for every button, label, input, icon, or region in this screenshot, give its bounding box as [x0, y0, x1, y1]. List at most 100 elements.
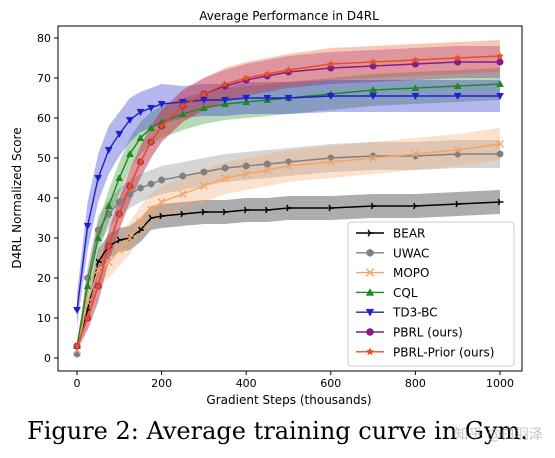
point-cql [147, 123, 155, 132]
legend-marker-cql [365, 288, 375, 296]
x-tick-label: 200 [151, 377, 172, 390]
point-pbrl-prior-ours [453, 53, 462, 62]
point-bear [116, 236, 123, 244]
point-mopo [125, 234, 134, 242]
plot-area [73, 40, 504, 358]
point-uwac [158, 176, 165, 184]
legend-marker-bear [367, 229, 374, 237]
point-td3-bc [83, 222, 92, 231]
point-bear [328, 204, 335, 212]
point-bear [159, 212, 166, 220]
point-pbrl-prior-ours [104, 241, 113, 250]
point-mopo [94, 266, 103, 274]
point-mopo [411, 150, 420, 158]
x-axis-label: Gradient Steps (thousands) [206, 393, 371, 407]
point-mopo [263, 166, 272, 174]
point-mopo [157, 198, 166, 206]
chart-svg: Average Performance in D4RL 0 200 400 600 80… [10, 9, 523, 407]
chart-title: Average Performance in D4RL [199, 9, 379, 23]
point-td3-bc [104, 146, 113, 155]
figure-caption: Figure 2: Average training curve in Gym. [27, 417, 528, 445]
point-uwac [242, 162, 250, 170]
x-tick-label: 800 [405, 377, 426, 390]
point-pbrl-ours [496, 58, 504, 66]
y-tick-label: 10 [37, 312, 51, 325]
point-td3-bc [326, 92, 335, 101]
legend-marker-td3-bc [365, 308, 375, 317]
point-bear [148, 214, 155, 222]
point-cql [104, 201, 113, 210]
x-tick-label: 1000 [486, 377, 514, 390]
point-uwac [147, 180, 155, 188]
point-uwac [137, 184, 144, 192]
point-td3-bc [453, 92, 462, 101]
point-cql [94, 233, 103, 242]
point-bear [497, 198, 504, 206]
point-bear [455, 200, 462, 208]
point-td3-bc [125, 116, 134, 125]
point-pbrl-prior-ours [496, 51, 504, 60]
point-uwac [221, 164, 229, 172]
line-pbrl-prior-ours [76, 55, 501, 347]
point-mopo [178, 190, 187, 198]
point-pbrl-prior-ours [94, 281, 103, 290]
point-cql [125, 149, 134, 158]
line-cql [76, 83, 501, 347]
point-pbrl-prior-ours [369, 57, 378, 66]
point-td3-bc [221, 96, 229, 105]
point-uwac [496, 150, 504, 158]
point-td3-bc [94, 174, 103, 183]
point-td3-bc [73, 306, 81, 315]
y-tick-label: 40 [37, 192, 51, 205]
point-pbrl-prior-ours [83, 313, 92, 322]
point-cql [411, 83, 420, 92]
band-pbrl-ours [77, 46, 500, 350]
point-pbrl-prior-ours [242, 73, 251, 82]
point-pbrl-prior-ours [125, 181, 134, 190]
legend-box [347, 221, 515, 367]
point-bear [180, 210, 187, 218]
point-mopo [496, 140, 504, 148]
point-cql [115, 173, 124, 182]
point-td3-bc [263, 94, 272, 103]
point-pbrl-prior-ours [326, 59, 335, 68]
x-tick-label: 600 [320, 377, 341, 390]
point-mopo [453, 146, 462, 154]
point-td3-bc [136, 108, 145, 117]
y-axis-label: D4RL Normalized Score [10, 127, 24, 268]
band-mopo [77, 128, 500, 354]
axis-ticks: 0 200 400 600 800 1000 0 10 20 30 40 50 60 70 80 [37, 32, 514, 390]
point-mopo [221, 174, 230, 182]
point-bear [286, 204, 292, 212]
y-tick-label: 60 [37, 112, 51, 125]
point-mopo [369, 154, 378, 162]
y-tick-label: 50 [37, 152, 51, 165]
point-cql [199, 103, 208, 112]
point-pbrl-prior-ours [221, 79, 229, 88]
point-bear [370, 202, 377, 210]
point-mopo [136, 218, 145, 226]
point-pbrl-prior-ours [157, 121, 166, 130]
x-tick-label: 400 [236, 377, 257, 390]
point-pbrl-prior-ours [115, 209, 124, 218]
band-bear [77, 190, 500, 352]
point-td3-bc [157, 100, 166, 109]
point-td3-bc [147, 104, 155, 113]
legend-marker-uwac [366, 248, 374, 257]
point-bear [222, 208, 229, 216]
point-bear [243, 206, 250, 214]
point-pbrl-prior-ours [411, 55, 420, 64]
point-bear [138, 226, 144, 234]
legend-marker-pbrl-ours [366, 328, 374, 336]
band-td3-bc [77, 80, 500, 326]
point-uwac [179, 172, 187, 180]
legend-label-mopo: MOPO [393, 266, 429, 280]
y-tick-label: 70 [37, 72, 51, 85]
point-cql [178, 109, 187, 118]
point-td3-bc [242, 94, 251, 103]
band-pbrl-prior-ours [77, 40, 500, 350]
point-mopo [326, 158, 335, 166]
point-mopo [284, 162, 293, 170]
point-bear [95, 258, 102, 266]
